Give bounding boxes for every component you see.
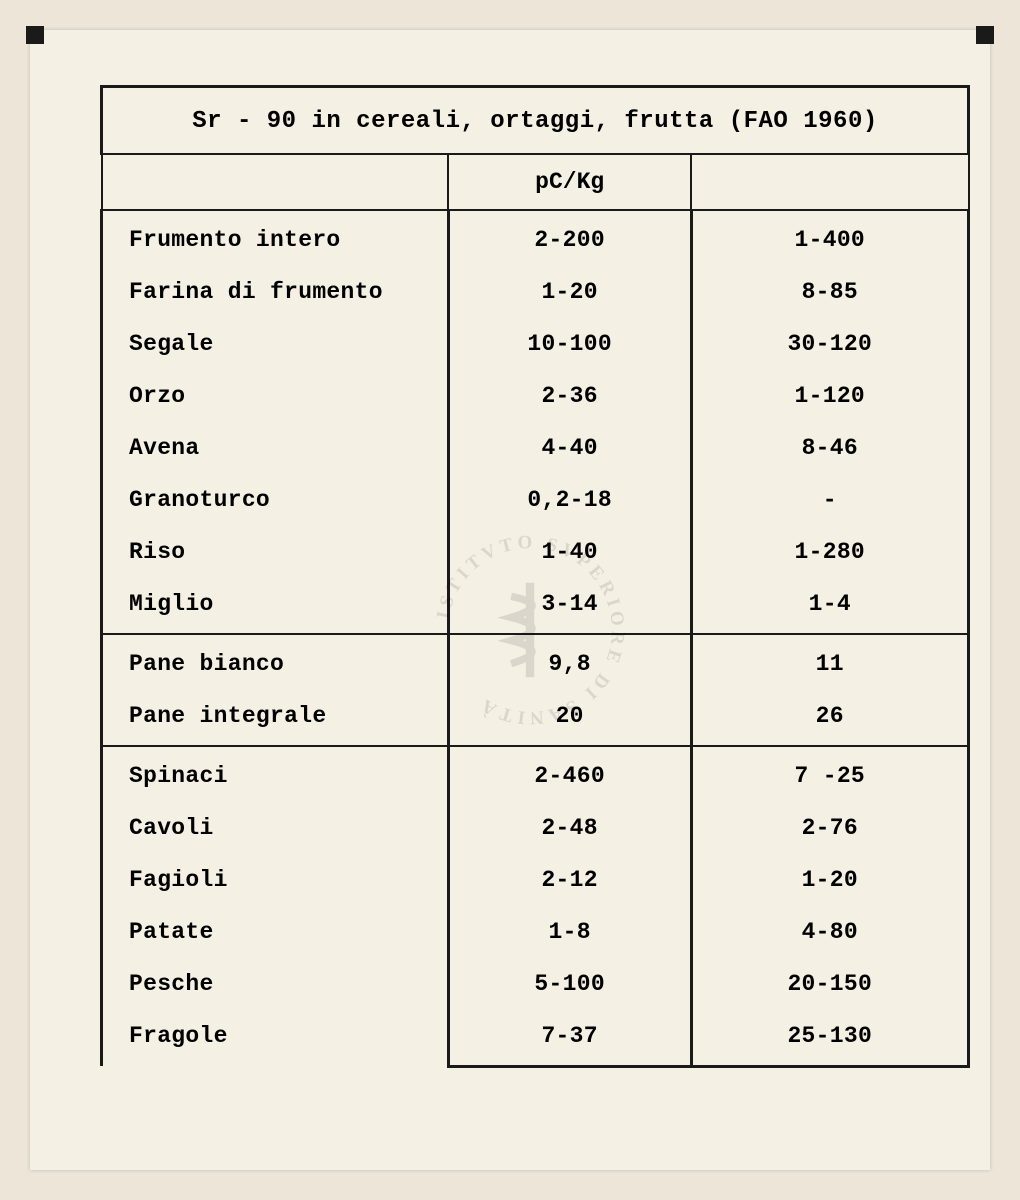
col-header-2: pC/Kg <box>448 154 691 210</box>
paper-sheet: Sr - 90 in cereali, ortaggi, frutta (FAO… <box>30 30 990 1170</box>
row-label: Spinaci <box>102 754 449 798</box>
table-title: Sr - 90 in cereali, ortaggi, frutta (FAO… <box>102 87 969 155</box>
row-value-2: 20-150 <box>691 962 968 1006</box>
row-value-1: 1-8 <box>448 910 691 954</box>
row-label: Riso <box>102 530 449 574</box>
row-value-1: 2-460 <box>448 754 691 798</box>
row-label: Pane bianco <box>102 642 449 686</box>
row-label: Fagioli <box>102 858 449 902</box>
photo-corner <box>976 26 994 44</box>
row-value-1: 10-100 <box>448 322 691 366</box>
row-label: Segale <box>102 322 449 366</box>
row-value-2: 1-4 <box>691 582 968 626</box>
row-value-2: 1-20 <box>691 858 968 902</box>
table-row: Fagioli2-121-20 <box>102 858 969 902</box>
row-value-2: 4-80 <box>691 910 968 954</box>
table-row: Cavoli2-482-76 <box>102 806 969 850</box>
row-value-2: - <box>691 478 968 522</box>
row-label: Frumento intero <box>102 218 449 262</box>
data-table-container: Sr - 90 in cereali, ortaggi, frutta (FAO… <box>100 85 970 1068</box>
row-value-2: 1-120 <box>691 374 968 418</box>
row-value-2: 11 <box>691 642 968 686</box>
row-value-2: 30-120 <box>691 322 968 366</box>
row-label: Fragole <box>102 1014 449 1058</box>
table-row: Miglio3-141-4 <box>102 582 969 626</box>
row-label: Pane integrale <box>102 694 449 738</box>
row-value-1: 2-12 <box>448 858 691 902</box>
row-value-1: 9,8 <box>448 642 691 686</box>
row-label: Orzo <box>102 374 449 418</box>
row-value-2: 1-400 <box>691 218 968 262</box>
table-row: Avena4-408-46 <box>102 426 969 470</box>
table-row: Segale10-10030-120 <box>102 322 969 366</box>
row-value-2: 1-280 <box>691 530 968 574</box>
row-value-1: 7-37 <box>448 1014 691 1058</box>
row-label: Farina di frumento <box>102 270 449 314</box>
row-value-1: 2-200 <box>448 218 691 262</box>
photo-corner <box>26 26 44 44</box>
table-row: Spinaci2-4607 -25 <box>102 754 969 798</box>
row-value-1: 4-40 <box>448 426 691 470</box>
table-row: Riso1-401-280 <box>102 530 969 574</box>
row-value-1: 20 <box>448 694 691 738</box>
row-value-2: 25-130 <box>691 1014 968 1058</box>
row-value-1: 2-36 <box>448 374 691 418</box>
row-value-2: 8-85 <box>691 270 968 314</box>
col-header-1 <box>102 154 449 210</box>
table-row: Granoturco0,2-18- <box>102 478 969 522</box>
row-value-1: 1-40 <box>448 530 691 574</box>
row-label: Miglio <box>102 582 449 626</box>
row-label: Patate <box>102 910 449 954</box>
table-row: Farina di frumento1-208-85 <box>102 270 969 314</box>
row-value-2: 26 <box>691 694 968 738</box>
table-row: Fragole7-3725-130 <box>102 1014 969 1058</box>
sr90-data-table: Sr - 90 in cereali, ortaggi, frutta (FAO… <box>100 85 970 1068</box>
table-row: Pane integrale2026 <box>102 694 969 738</box>
table-header-row: pC/Kg <box>102 154 969 210</box>
table-title-row: Sr - 90 in cereali, ortaggi, frutta (FAO… <box>102 87 969 155</box>
row-label: Granoturco <box>102 478 449 522</box>
row-label: Pesche <box>102 962 449 1006</box>
row-value-2: 7 -25 <box>691 754 968 798</box>
table-row: Patate1-84-80 <box>102 910 969 954</box>
col-header-3 <box>691 154 968 210</box>
row-value-1: 0,2-18 <box>448 478 691 522</box>
row-value-1: 2-48 <box>448 806 691 850</box>
row-value-2: 8-46 <box>691 426 968 470</box>
table-row: Orzo2-361-120 <box>102 374 969 418</box>
row-value-1: 3-14 <box>448 582 691 626</box>
row-label: Cavoli <box>102 806 449 850</box>
row-value-1: 5-100 <box>448 962 691 1006</box>
row-value-2: 2-76 <box>691 806 968 850</box>
table-row: Pesche5-10020-150 <box>102 962 969 1006</box>
table-row: Pane bianco9,811 <box>102 642 969 686</box>
table-row: Frumento intero2-2001-400 <box>102 218 969 262</box>
row-label: Avena <box>102 426 449 470</box>
row-value-1: 1-20 <box>448 270 691 314</box>
